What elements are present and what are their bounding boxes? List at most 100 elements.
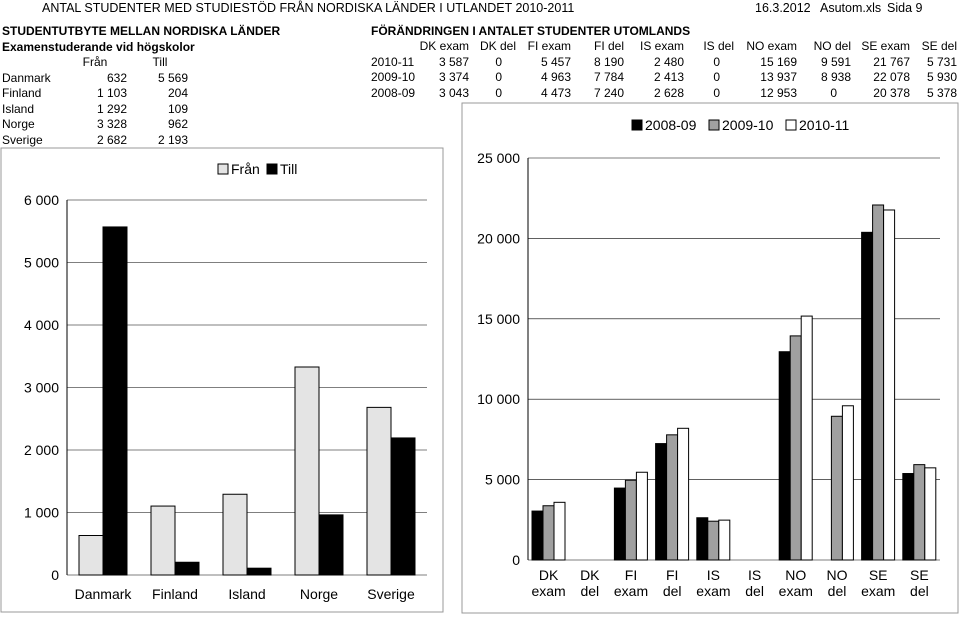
cell: 0 <box>495 54 502 69</box>
col-header: Från <box>82 55 108 69</box>
cell: 8 938 <box>820 70 851 84</box>
legend-label: Till <box>280 161 297 177</box>
cell: 4 963 <box>540 70 571 84</box>
bar <box>294 366 320 576</box>
country-label: Finland <box>2 86 42 100</box>
cell: 204 <box>167 86 188 100</box>
x-tick-label: NO exam <box>779 567 813 599</box>
legend-swatch <box>785 119 797 131</box>
x-tick-label: Sverige <box>367 586 415 602</box>
legend-swatch <box>708 119 720 131</box>
year-label: 2010-11 <box>371 54 415 69</box>
cell: 5 930 <box>926 70 957 84</box>
left-subtitle: Examenstuderande vid högskolor <box>2 40 195 54</box>
cell: 2 628 <box>653 85 684 100</box>
col-header: IS del <box>703 39 734 53</box>
y-tick-label: 20 000 <box>477 230 520 246</box>
legend-swatch <box>217 163 229 175</box>
bar <box>78 535 104 576</box>
x-tick-label: DK exam <box>531 567 565 599</box>
page-number: Sida 9 <box>887 1 923 15</box>
y-tick-label: 0 <box>51 567 59 583</box>
country-label: Norge <box>2 117 35 131</box>
cell: 21 767 <box>873 54 910 69</box>
col-header: Till <box>152 55 168 69</box>
cell: 2 413 <box>653 70 684 84</box>
bar <box>174 561 200 576</box>
x-tick-label: SE exam <box>861 567 895 599</box>
col-header: SE del <box>921 39 957 53</box>
legend-label: 2008-09 <box>645 117 697 133</box>
bar <box>655 443 668 561</box>
bar <box>666 434 679 561</box>
cell: 13 937 <box>760 70 797 84</box>
col-header: IS exam <box>639 39 684 53</box>
bar <box>707 520 720 561</box>
cell: 3 328 <box>96 117 127 131</box>
bar <box>883 209 896 561</box>
x-tick-label: Finland <box>152 586 198 602</box>
cell: 0 <box>713 54 720 69</box>
x-tick-label: Island <box>228 586 265 602</box>
cell: 1 292 <box>96 101 127 116</box>
x-tick-label: SE del <box>910 567 929 599</box>
legend-swatch <box>266 163 278 175</box>
year-label: 2008-09 <box>371 85 416 100</box>
cell: 2 480 <box>653 54 684 69</box>
col-header: DK exam <box>419 39 469 53</box>
y-tick-label: 3 000 <box>24 380 59 396</box>
cell: 7 784 <box>593 70 624 84</box>
cell: 20 378 <box>873 85 910 100</box>
country-label: Sverige <box>2 132 43 147</box>
report-date: 16.3.2012 <box>755 1 811 15</box>
x-tick-label: Danmark <box>75 586 133 602</box>
bar <box>718 519 731 561</box>
bar <box>902 473 915 561</box>
file-name: Asutom.xls <box>820 1 882 15</box>
table-row: Island 1 292 109 <box>2 102 190 118</box>
x-tick-label: FI exam <box>614 567 648 599</box>
y-tick-label: 25 000 <box>477 150 520 166</box>
cell: 962 <box>167 117 188 131</box>
y-tick-label: 6 000 <box>24 192 59 208</box>
x-tick-label: NO del <box>827 567 848 599</box>
bar <box>542 505 555 561</box>
cell: 0 <box>713 85 720 100</box>
year-label: 2009-10 <box>371 70 416 84</box>
cell: 3 587 <box>438 54 469 69</box>
bar <box>318 514 344 576</box>
cell: 5 569 <box>157 70 188 85</box>
legend-label: Från <box>231 161 260 177</box>
change-table: DK exam DK del FI exam FI del IS exam IS… <box>371 39 957 101</box>
table-header-row: Från Till <box>2 55 190 71</box>
table-row: 2008-09 3 043 0 4 473 7 240 2 628 0 12 9… <box>371 86 957 102</box>
bar <box>553 501 566 561</box>
col-header: DK del <box>479 39 516 53</box>
cell: 5 457 <box>540 54 571 69</box>
bar <box>635 471 648 561</box>
table-row: Sverige 2 682 2 193 <box>2 133 190 149</box>
cell: 4 473 <box>540 85 571 100</box>
table-row: Norge 3 328 962 <box>2 117 190 133</box>
x-tick-label: DK del <box>580 567 600 599</box>
cell: 12 953 <box>760 85 797 100</box>
legend-label: 2010-11 <box>799 117 850 133</box>
cell: 0 <box>495 70 502 84</box>
bar <box>872 204 885 561</box>
country-label: Island <box>2 101 35 116</box>
left-title: STUDENTUTBYTE MELLAN NORDISKA LÄNDER <box>2 24 281 38</box>
legend-swatch <box>631 119 643 131</box>
bar <box>246 567 272 576</box>
bar <box>613 487 626 561</box>
bar <box>830 415 843 561</box>
exchange-bar-chart: 0 1 000 2 000 3 000 4 000 5 000 6 000 Danmark Fi… <box>0 147 444 613</box>
col-header: SE exam <box>861 39 910 53</box>
col-header: NO del <box>813 39 851 53</box>
cell: 15 169 <box>760 54 797 69</box>
change-bar-chart: 0 5 000 10 000 15 000 20 000 25 000 DK exam DK de… <box>461 102 959 614</box>
cell: 22 078 <box>873 70 910 84</box>
cell: 2 193 <box>157 132 188 147</box>
col-header: NO exam <box>746 39 797 53</box>
y-tick-label: 10 000 <box>477 391 520 407</box>
cell: 0 <box>495 85 502 100</box>
